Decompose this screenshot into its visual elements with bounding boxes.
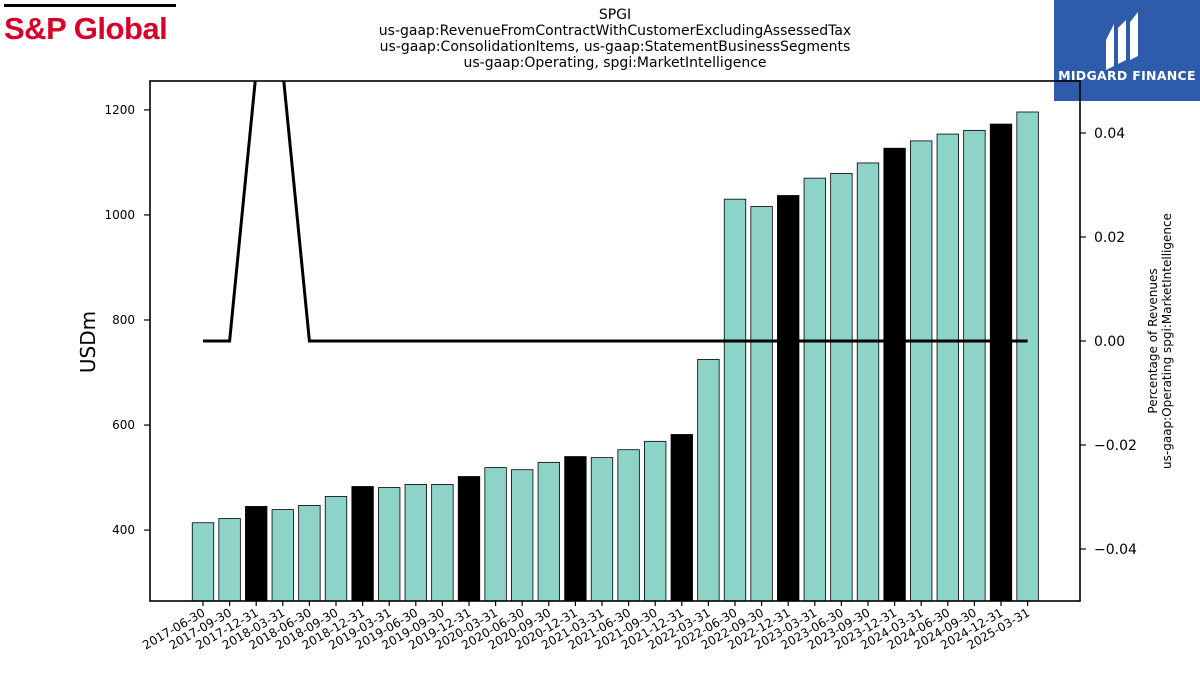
- bar: [830, 173, 853, 602]
- percentage-line-layer: [203, 81, 1028, 343]
- bar: [803, 177, 826, 602]
- right-y-axis: −0.04 −0.02 0.00 0.02 0.04: [1080, 126, 1137, 558]
- y2-tick-label: 0.04: [1094, 126, 1125, 142]
- y2-axis-label-line-1: Percentage of Revenues: [1146, 268, 1160, 413]
- bar: [856, 162, 880, 602]
- title-line-4: us-gaap:Operating, spgi:MarketIntelligen…: [463, 55, 767, 71]
- bar: [404, 483, 427, 602]
- bar: [723, 198, 747, 602]
- left-y-axis: 400 600 800 1000 1200: [104, 103, 150, 537]
- y2-tick-label: 0.02: [1094, 230, 1125, 246]
- bar: [1016, 111, 1039, 602]
- y2-axis-label-line-2: us-gaap:Operating spgi:MarketIntelligenc…: [1160, 213, 1174, 469]
- percentage-line: [203, 81, 1028, 343]
- midgard-finance-logo-mark: [1054, 0, 1200, 101]
- bar: [963, 129, 986, 602]
- y2-tick-label: −0.04: [1094, 542, 1137, 558]
- bar: [697, 358, 720, 602]
- bar: [351, 486, 374, 602]
- bar: [378, 487, 401, 602]
- bar: [670, 434, 693, 602]
- y2-tick-label: 0.00: [1094, 334, 1125, 350]
- bar: [910, 140, 933, 602]
- bar: [245, 506, 268, 602]
- y-tick-label: 600: [112, 418, 135, 432]
- bar: [484, 467, 507, 602]
- title-line-3: us-gaap:ConsolidationItems, us-gaap:Stat…: [379, 39, 851, 55]
- y-tick-label: 800: [112, 313, 135, 327]
- midgard-finance-logo: MIDGARD FINANCE: [1054, 0, 1200, 101]
- bar: [271, 509, 294, 602]
- y-tick-label: 1200: [104, 103, 135, 117]
- bar: [298, 504, 321, 602]
- sp-global-logo-text: S&P Global: [4, 11, 168, 46]
- bar: [777, 195, 800, 602]
- title-line-1: SPGI: [598, 7, 632, 23]
- bar: [431, 483, 454, 602]
- logo-rule: [4, 4, 176, 7]
- bar: [324, 496, 348, 602]
- bar: [883, 147, 906, 602]
- bar: [750, 206, 773, 602]
- bar: [191, 522, 215, 602]
- bar: [457, 476, 481, 602]
- bar: [989, 123, 1013, 602]
- bar: [936, 133, 959, 602]
- bar: [590, 457, 614, 602]
- y-tick-label: 1000: [104, 208, 135, 222]
- bar: [511, 469, 534, 602]
- bar: [218, 518, 241, 602]
- midgard-finance-logo-text: MIDGARD FINANCE: [1058, 68, 1196, 83]
- bar: [617, 449, 640, 602]
- chart-title: SPGI us-gaap:RevenueFromContractWithCust…: [300, 7, 930, 71]
- title-line-2: us-gaap:RevenueFromContractWithCustomerE…: [378, 23, 852, 39]
- y2-tick-label: −0.02: [1094, 438, 1137, 454]
- y-axis-label: USDm: [76, 311, 100, 373]
- bar: [564, 456, 587, 602]
- y-tick-label: 400: [112, 523, 135, 537]
- sp-global-logo: S&P Global: [4, 4, 176, 47]
- bar: [537, 461, 560, 602]
- bar: [644, 440, 667, 602]
- bars-layer: [191, 111, 1039, 602]
- x-axis: 2017-06-302017-09-302017-12-312018-03-31…: [140, 601, 1032, 652]
